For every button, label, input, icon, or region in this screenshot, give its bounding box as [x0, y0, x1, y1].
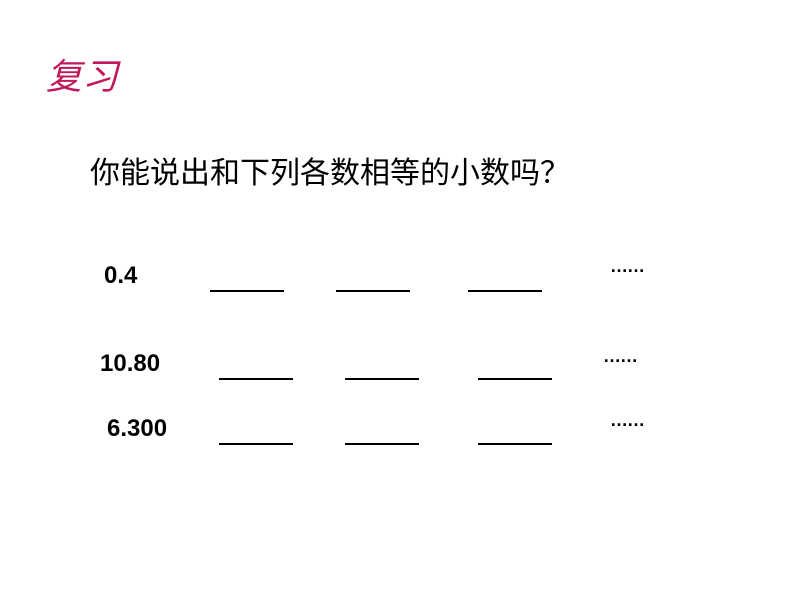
- blank-0-0: [210, 290, 284, 292]
- ellipsis-1: ……: [603, 346, 637, 367]
- blank-0-1: [336, 290, 410, 292]
- blank-1-1: [345, 378, 419, 380]
- blank-1-0: [219, 378, 293, 380]
- blank-2-2: [478, 443, 552, 445]
- blank-2-1: [345, 443, 419, 445]
- question-text: 你能说出和下列各数相等的小数吗？: [90, 148, 570, 192]
- number-label-2: 6.300: [107, 415, 167, 443]
- blank-0-2: [468, 290, 542, 292]
- ellipsis-0: ……: [610, 256, 644, 277]
- number-label-1: 10.80: [100, 350, 160, 378]
- blank-1-2: [478, 378, 552, 380]
- ellipsis-2: ……: [610, 410, 644, 431]
- number-label-0: 0.4: [104, 262, 137, 290]
- review-title: 复习: [46, 48, 118, 100]
- blank-2-0: [219, 443, 293, 445]
